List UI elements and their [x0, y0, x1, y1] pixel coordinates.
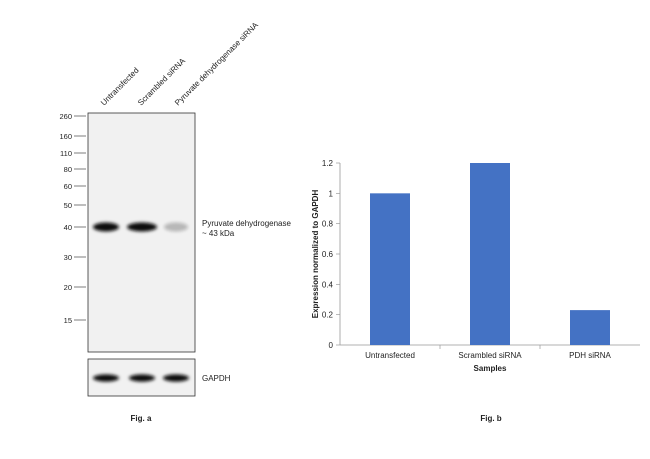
- mw-marker-110: 110: [60, 149, 72, 158]
- lane-label-untransfected: Untransfected: [99, 66, 141, 108]
- caption-fig-a: Fig. a: [131, 414, 152, 423]
- y-tick-label: 0.4: [322, 280, 334, 289]
- mw-marker-80: 80: [64, 165, 72, 174]
- mw-marker-15: 15: [64, 316, 72, 325]
- gapdh-band-lane-1: [93, 374, 119, 382]
- y-tick-label: 0.6: [322, 250, 334, 259]
- caption-fig-b: Fig. b: [480, 414, 501, 423]
- x-tick-label: PDH siRNA: [569, 351, 611, 360]
- gapdh-bands: [93, 374, 189, 382]
- western-blot-figure: Untransfected Scrambled siRNA Pyruvate d…: [59, 20, 291, 423]
- bar-pdh-sirna: [570, 310, 610, 345]
- y-axis-title: Expression normalized to GAPDH: [311, 190, 320, 319]
- mw-marker-30: 30: [64, 253, 72, 262]
- band-lane-2: [127, 222, 157, 232]
- mw-marker-60: 60: [64, 182, 72, 191]
- mw-marker-50: 50: [64, 201, 72, 210]
- x-axis-title: Samples: [474, 364, 507, 373]
- band-label-size: ~ 43 kDa: [202, 229, 235, 238]
- y-tick-label: 0.2: [322, 311, 334, 320]
- lane-label-pdh-sirna: Pyruvate dehydrogenase siRNA: [173, 20, 260, 107]
- bars: [370, 163, 610, 345]
- gapdh-band-lane-3: [163, 374, 189, 382]
- x-tick-label: Untransfected: [365, 351, 415, 360]
- lane-labels: Untransfected Scrambled siRNA Pyruvate d…: [99, 20, 260, 107]
- mw-marker-260: 260: [59, 112, 72, 121]
- band-lane-1: [93, 222, 119, 232]
- mw-marker-20: 20: [64, 283, 72, 292]
- gapdh-band-lane-2: [129, 374, 155, 382]
- bar-chart-figure: 0 0.2 0.4 0.6 0.8 1 1.2 Untransfected Scrambled…: [311, 159, 640, 423]
- y-tick-label: 0: [329, 341, 334, 350]
- y-tick-label: 0.8: [322, 220, 334, 229]
- bar-scrambled-sirna: [470, 163, 510, 345]
- protein-bands: [93, 222, 188, 232]
- blot-main-panel: [87, 112, 196, 353]
- x-axis-ticks: Untransfected Scrambled siRNA PDH siRNA: [365, 345, 612, 360]
- mw-marker-160: 160: [59, 132, 72, 141]
- band-lane-3: [164, 222, 188, 232]
- y-tick-label: 1: [329, 189, 334, 198]
- y-axis-ticks: 0 0.2 0.4 0.6 0.8 1 1.2: [322, 159, 340, 350]
- x-tick-label: Scrambled siRNA: [458, 351, 522, 360]
- gapdh-label: GAPDH: [202, 374, 231, 383]
- y-tick-label: 1.2: [322, 159, 334, 168]
- bar-untransfected: [370, 193, 410, 345]
- mw-markers: 260 160 110 80 60 50 40 30 20 15: [59, 112, 86, 325]
- band-label-protein: Pyruvate dehydrogenase: [202, 219, 292, 228]
- mw-marker-40: 40: [64, 223, 72, 232]
